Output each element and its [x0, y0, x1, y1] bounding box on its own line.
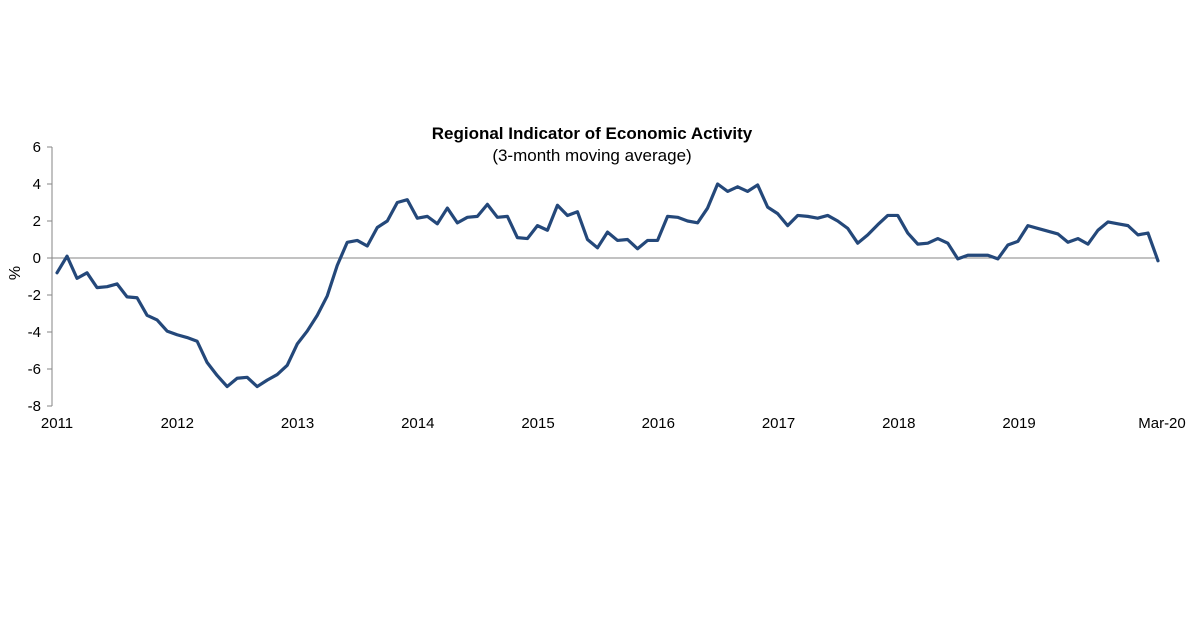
x-tick-label: 2013	[281, 415, 314, 432]
x-tick-label: Mar-20	[1138, 415, 1186, 432]
y-tick-label: 4	[33, 176, 41, 193]
y-axis: 6 4 2 0 -2 -4 -6 -8	[28, 139, 53, 415]
y-tick-label: -2	[28, 287, 41, 304]
x-tick-label: 2018	[882, 415, 915, 432]
x-tick-label: 2012	[161, 415, 194, 432]
series-line	[55, 182, 1160, 389]
x-tick-label: 2014	[401, 415, 434, 432]
x-tick-label: 2016	[642, 415, 675, 432]
chart-subtitle: (3-month moving average)	[492, 146, 692, 165]
y-tick-label: 0	[33, 250, 41, 267]
y-tick-label: -8	[28, 398, 41, 415]
y-axis-label: %	[7, 266, 24, 280]
y-tick-label: -4	[28, 324, 41, 341]
y-tick-label: -6	[28, 361, 41, 378]
x-tick-label: 2017	[762, 415, 795, 432]
x-tick-label: 2019	[1002, 415, 1035, 432]
y-tick-label: 6	[33, 139, 41, 156]
x-axis: 2011 2012 2013 2014 2015 2016 2017 2018 2019 Mar-…	[41, 257, 1186, 432]
x-tick-label: 2011	[41, 415, 73, 432]
chart-title: Regional Indicator of Economic Activity	[431, 124, 753, 143]
series-group	[55, 182, 1160, 389]
x-tick-label: 2015	[521, 415, 554, 432]
y-tick-label: 2	[33, 213, 41, 230]
